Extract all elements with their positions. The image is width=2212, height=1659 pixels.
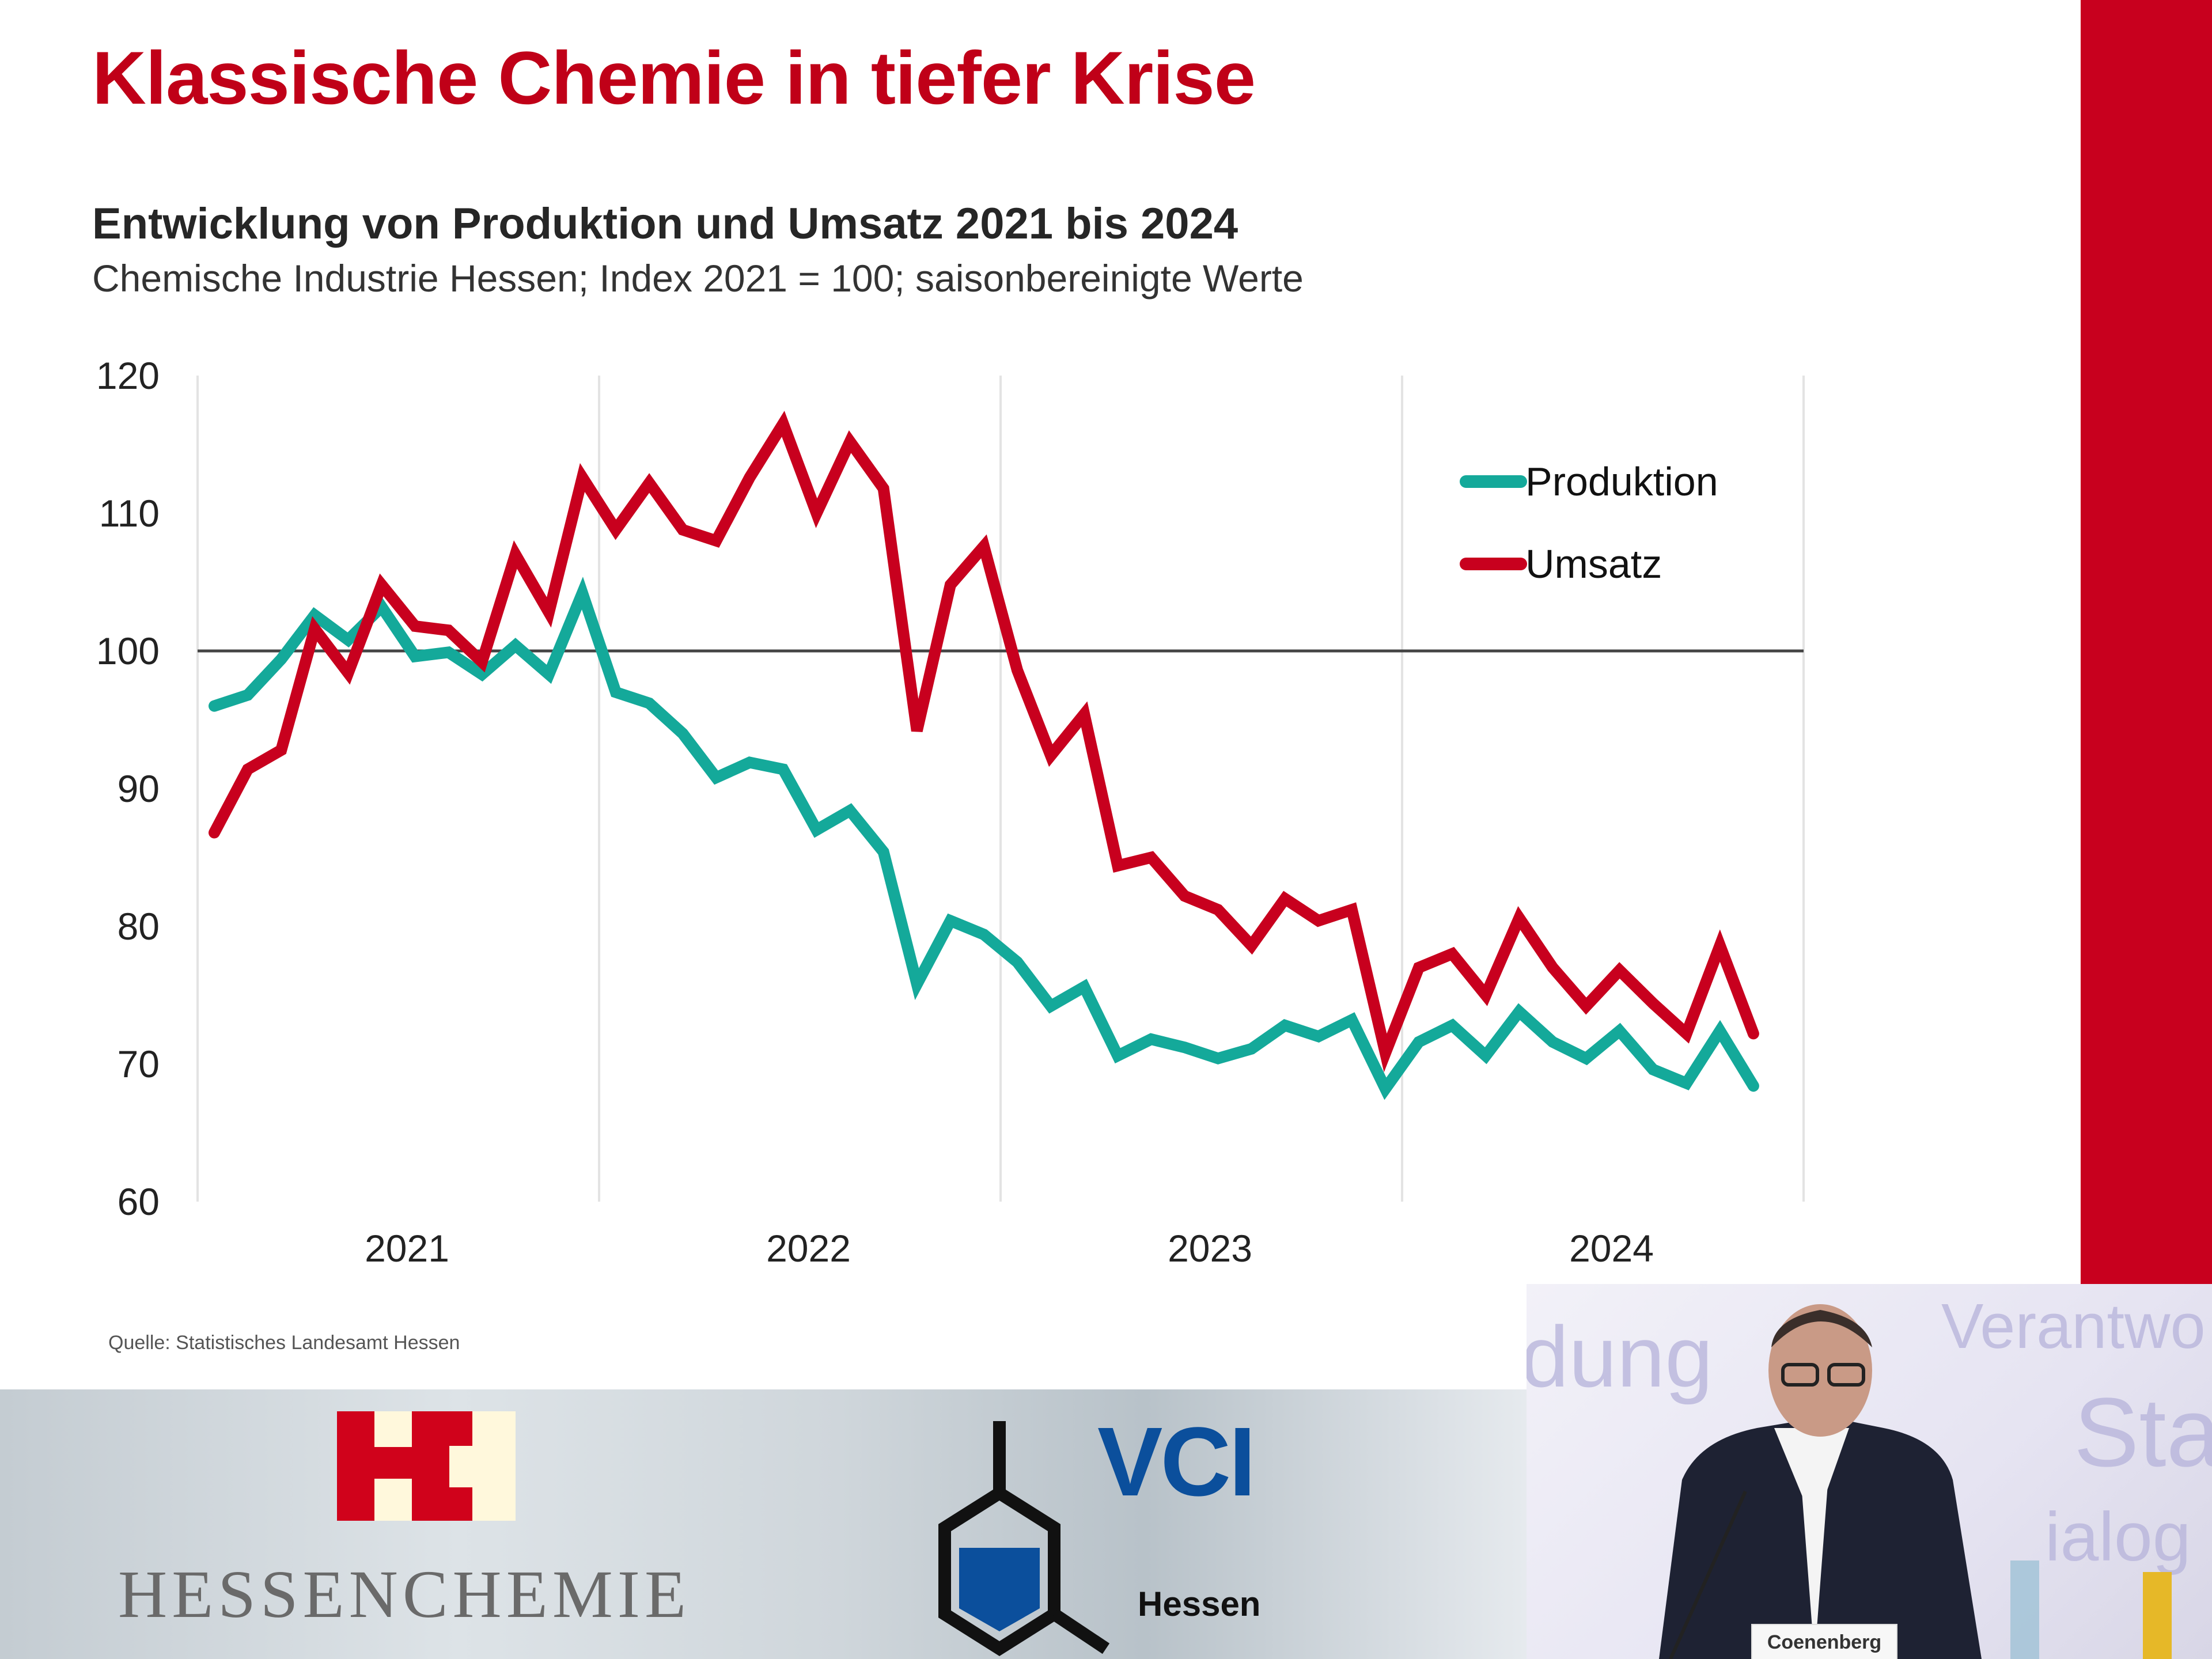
y-tick-label: 70: [118, 1043, 160, 1085]
vci-wordmark: VCI: [1097, 1407, 1256, 1517]
y-tick-label: 80: [118, 905, 160, 948]
vci-hexagon-logo: [938, 1421, 1110, 1657]
background-word: ialog: [2045, 1498, 2191, 1575]
x-tick-label: 2024: [1569, 1227, 1654, 1270]
legend: Produktion Umsatz: [1460, 459, 1718, 586]
speaker-figure: [1659, 1304, 2172, 1659]
x-tick-label: 2021: [365, 1227, 449, 1270]
hessenchemie-wordmark: HessenChemie: [118, 1556, 691, 1632]
vci-hexagon-fill: [959, 1548, 1040, 1631]
legend-label: Umsatz: [1525, 541, 1662, 586]
speaker-video-inset: dung Verantwo Sta ialog Coenenberg: [1527, 1284, 2212, 1659]
background-word: Sta: [2074, 1378, 2212, 1487]
slide-title: Klassische Chemie in tiefer Krise: [92, 36, 1256, 120]
background-word: dung: [1527, 1308, 1713, 1405]
hessenchemie-logo-mark: [337, 1411, 516, 1521]
series-line-produktion: [209, 577, 1759, 1100]
slide: [0, 0, 2081, 1389]
x-tick-label: 2022: [766, 1227, 851, 1270]
y-tick-label: 110: [99, 492, 160, 535]
x-tick-label: 2023: [1168, 1227, 1252, 1270]
x-axis-ticks: 2021 2022 2023 2024: [365, 1227, 1654, 1270]
chart-title: Entwicklung von Produktion und Umsatz 20…: [92, 199, 1238, 248]
source-note: Quelle: Statistisches Landesamt Hessen: [108, 1332, 460, 1354]
series-lines: [209, 411, 1759, 1100]
y-tick-label: 90: [118, 767, 160, 810]
logos-graphic: [337, 1411, 1110, 1657]
legend-label: Produktion: [1525, 459, 1718, 504]
y-tick-label: 100: [96, 630, 160, 672]
logo-banner: [0, 1389, 1527, 1659]
chart-subtitle: Chemische Industrie Hessen; Index 2021 =…: [92, 257, 1304, 300]
series-line-umsatz: [209, 411, 1759, 1073]
y-tick-label: 120: [96, 354, 160, 397]
background-word: Verantwo: [1941, 1291, 2206, 1362]
speaker-nameplate: Coenenberg: [1751, 1624, 1897, 1659]
y-axis-ticks: 60 70 80 90 100 110 120: [96, 354, 160, 1223]
y-tick-label: 60: [118, 1180, 160, 1223]
vci-region-label: Hessen: [1138, 1585, 1261, 1623]
red-accent-bar: [2081, 0, 2212, 1284]
